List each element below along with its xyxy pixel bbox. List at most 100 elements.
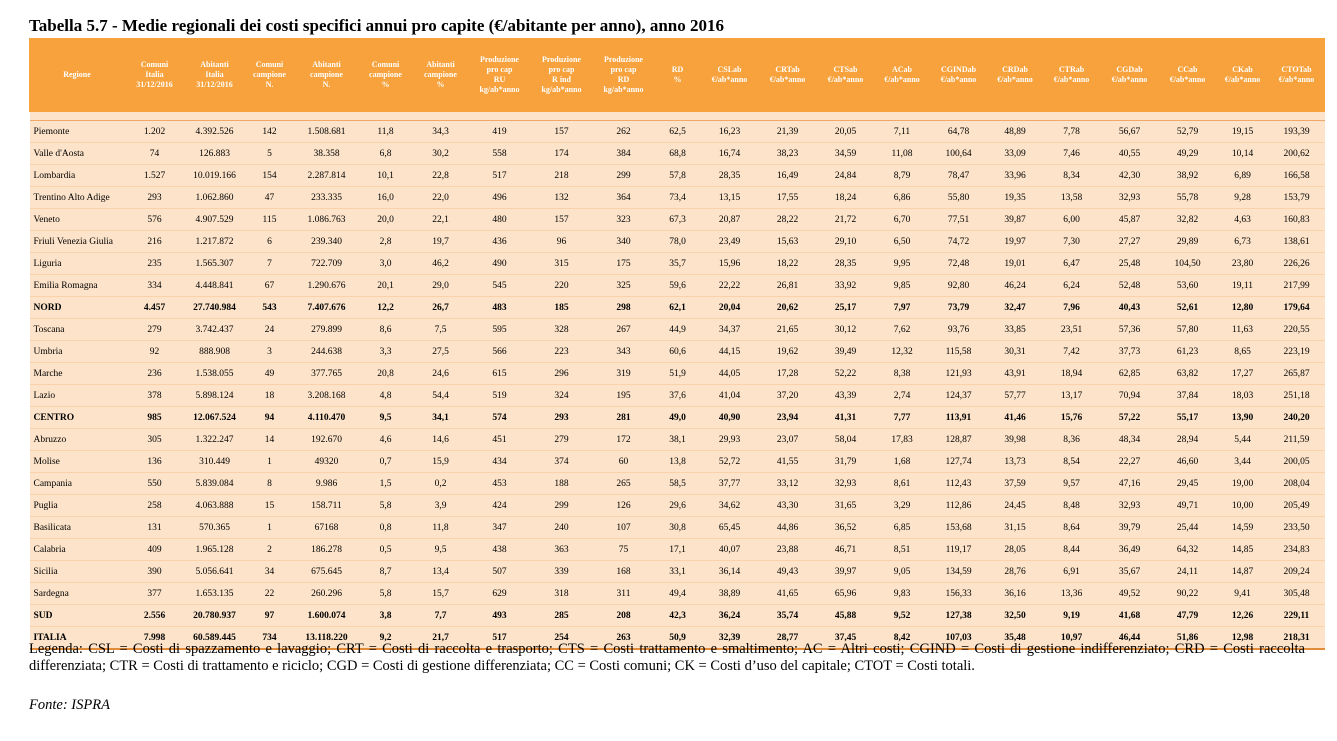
value-cell: 9,41 xyxy=(1216,582,1269,605)
table-title: Tabella 5.7 - Medie regionali dei costi … xyxy=(29,16,724,35)
value-cell: 28,76 xyxy=(987,560,1043,583)
value-cell: 20,05 xyxy=(816,120,875,143)
value-cell: 339 xyxy=(530,560,593,583)
value-cell: 107 xyxy=(592,516,655,539)
value-cell: 8,64 xyxy=(1042,516,1101,539)
value-cell: 43,30 xyxy=(758,494,817,517)
value-cell: 62,1 xyxy=(654,296,701,319)
value-cell: 32,93 xyxy=(1100,494,1159,517)
value-cell: 220,55 xyxy=(1268,318,1325,341)
value-cell: 451 xyxy=(468,428,531,451)
table-row: Basilicata 131 570.365 1 67168 0,8 11,8 347 240 1… xyxy=(29,516,1325,539)
value-cell: 36,16 xyxy=(987,582,1043,605)
value-cell: 20,87 xyxy=(700,208,759,231)
value-cell: 75 xyxy=(592,538,655,561)
value-cell: 24,84 xyxy=(816,164,875,187)
region-cell: Trentino Alto Adige xyxy=(29,186,125,209)
value-cell: 10,1 xyxy=(358,164,413,187)
value-cell: 305 xyxy=(124,428,185,451)
value-cell: 6 xyxy=(244,230,295,253)
value-cell: 507 xyxy=(468,560,531,583)
value-cell: 0,5 xyxy=(358,538,413,561)
value-cell: 59,6 xyxy=(654,274,701,297)
value-cell: 119,17 xyxy=(929,538,988,561)
value-cell: 160,83 xyxy=(1268,208,1325,231)
value-cell: 18,94 xyxy=(1042,362,1101,385)
value-cell: 7,62 xyxy=(874,318,930,341)
value-cell: 174 xyxy=(530,142,593,165)
value-cell: 279 xyxy=(530,428,593,451)
value-cell: 23,94 xyxy=(758,406,817,429)
value-cell: 570.365 xyxy=(184,516,245,539)
total-row: ITALIA 7.998 60.589.445 734 13.118.220 9,2 21,… xyxy=(29,626,1325,650)
value-cell: 10.019.166 xyxy=(184,164,245,187)
table-row: Abruzzo 305 1.322.247 14 192.670 4,6 14,6 451 27… xyxy=(29,428,1325,451)
table-row: Molise 136 310.449 1 49320 0,7 15,9 434 374 60 13,… xyxy=(29,450,1325,473)
value-cell: 20,62 xyxy=(758,296,817,319)
value-cell: 1,68 xyxy=(874,450,930,473)
value-cell: 8,65 xyxy=(1216,340,1269,363)
table-row: Lombardia 1.527 10.019.166 154 2.287.814 10,1… xyxy=(29,164,1325,187)
value-cell: 15,76 xyxy=(1042,406,1101,429)
table-row: Valle d'Aosta 74 126.883 5 38.358 6,8 30,2 558 1… xyxy=(29,142,1325,165)
value-cell: 1 xyxy=(244,450,295,473)
table-row: Marche 236 1.538.055 49 377.765 20,8 24,6 615 29… xyxy=(29,362,1325,385)
value-cell: 8,7 xyxy=(358,560,413,583)
value-cell: 6,24 xyxy=(1042,274,1101,297)
value-cell: 419 xyxy=(468,120,531,143)
value-cell: 4.448.841 xyxy=(184,274,245,297)
value-cell: 1.965.128 xyxy=(184,538,245,561)
value-cell: 128,87 xyxy=(929,428,988,451)
region-cell: CENTRO xyxy=(29,406,125,429)
region-cell: Campania xyxy=(29,472,125,495)
column-header: CRTab €/ab*anno xyxy=(758,38,817,112)
value-cell: 734 xyxy=(244,626,295,650)
legend-text: Legenda: CSL = Costi di spazzamento e la… xyxy=(29,641,1305,674)
value-cell: 480 xyxy=(468,208,531,231)
value-cell: 64,78 xyxy=(929,120,988,143)
value-cell: 13.118.220 xyxy=(294,626,359,650)
value-cell: 17,83 xyxy=(874,428,930,451)
table-row: Lazio 378 5.898.124 18 3.208.168 4,8 54,4 519 32… xyxy=(29,384,1325,407)
value-cell: 434 xyxy=(468,450,531,473)
value-cell: 325 xyxy=(592,274,655,297)
value-cell: 90,22 xyxy=(1158,582,1217,605)
value-cell: 7 xyxy=(244,252,295,275)
value-cell: 9.986 xyxy=(294,472,359,495)
region-cell: Molise xyxy=(29,450,125,473)
value-cell: 299 xyxy=(592,164,655,187)
value-cell: 6,50 xyxy=(874,230,930,253)
value-cell: 340 xyxy=(592,230,655,253)
table-row: Liguria 235 1.565.307 7 722.709 3,0 46,2 490 315… xyxy=(29,252,1325,275)
value-cell: 51,86 xyxy=(1158,626,1217,650)
value-cell: 226,26 xyxy=(1268,252,1325,275)
value-cell: 26,7 xyxy=(412,296,469,319)
value-cell: 15,7 xyxy=(412,582,469,605)
source-note: Fonte: ISPRA xyxy=(29,697,110,713)
value-cell: 490 xyxy=(468,252,531,275)
data-table: Regione Comuni Italia 31/12/2016 Abitanti Ita… xyxy=(29,38,1325,650)
value-cell: 9,5 xyxy=(412,538,469,561)
column-header: ACab €/ab*anno xyxy=(874,38,930,112)
value-cell: 12,98 xyxy=(1216,626,1269,650)
value-cell: 21,65 xyxy=(758,318,817,341)
value-cell: 205,49 xyxy=(1268,494,1325,517)
value-cell: 409 xyxy=(124,538,185,561)
value-cell: 4.907.529 xyxy=(184,208,245,231)
column-header: Comuni campione N. xyxy=(244,38,295,112)
value-cell: 281 xyxy=(592,406,655,429)
value-cell: 50,9 xyxy=(654,626,701,650)
value-cell: 136 xyxy=(124,450,185,473)
table-row: Emilia Romagna 334 4.448.841 67 1.290.676 20,… xyxy=(29,274,1325,297)
value-cell: 185 xyxy=(530,296,593,319)
value-cell: 63,82 xyxy=(1158,362,1217,385)
value-cell: 35,7 xyxy=(654,252,701,275)
value-cell: 8,61 xyxy=(874,472,930,495)
value-cell: 3.742.437 xyxy=(184,318,245,341)
value-cell: 43,91 xyxy=(987,362,1043,385)
value-cell: 26,81 xyxy=(758,274,817,297)
legend: Legenda: CSL = Costi di spazzamento e la… xyxy=(29,641,1305,675)
value-cell: 30,2 xyxy=(412,142,469,165)
value-cell: 285 xyxy=(530,604,593,627)
value-cell: 126 xyxy=(592,494,655,517)
